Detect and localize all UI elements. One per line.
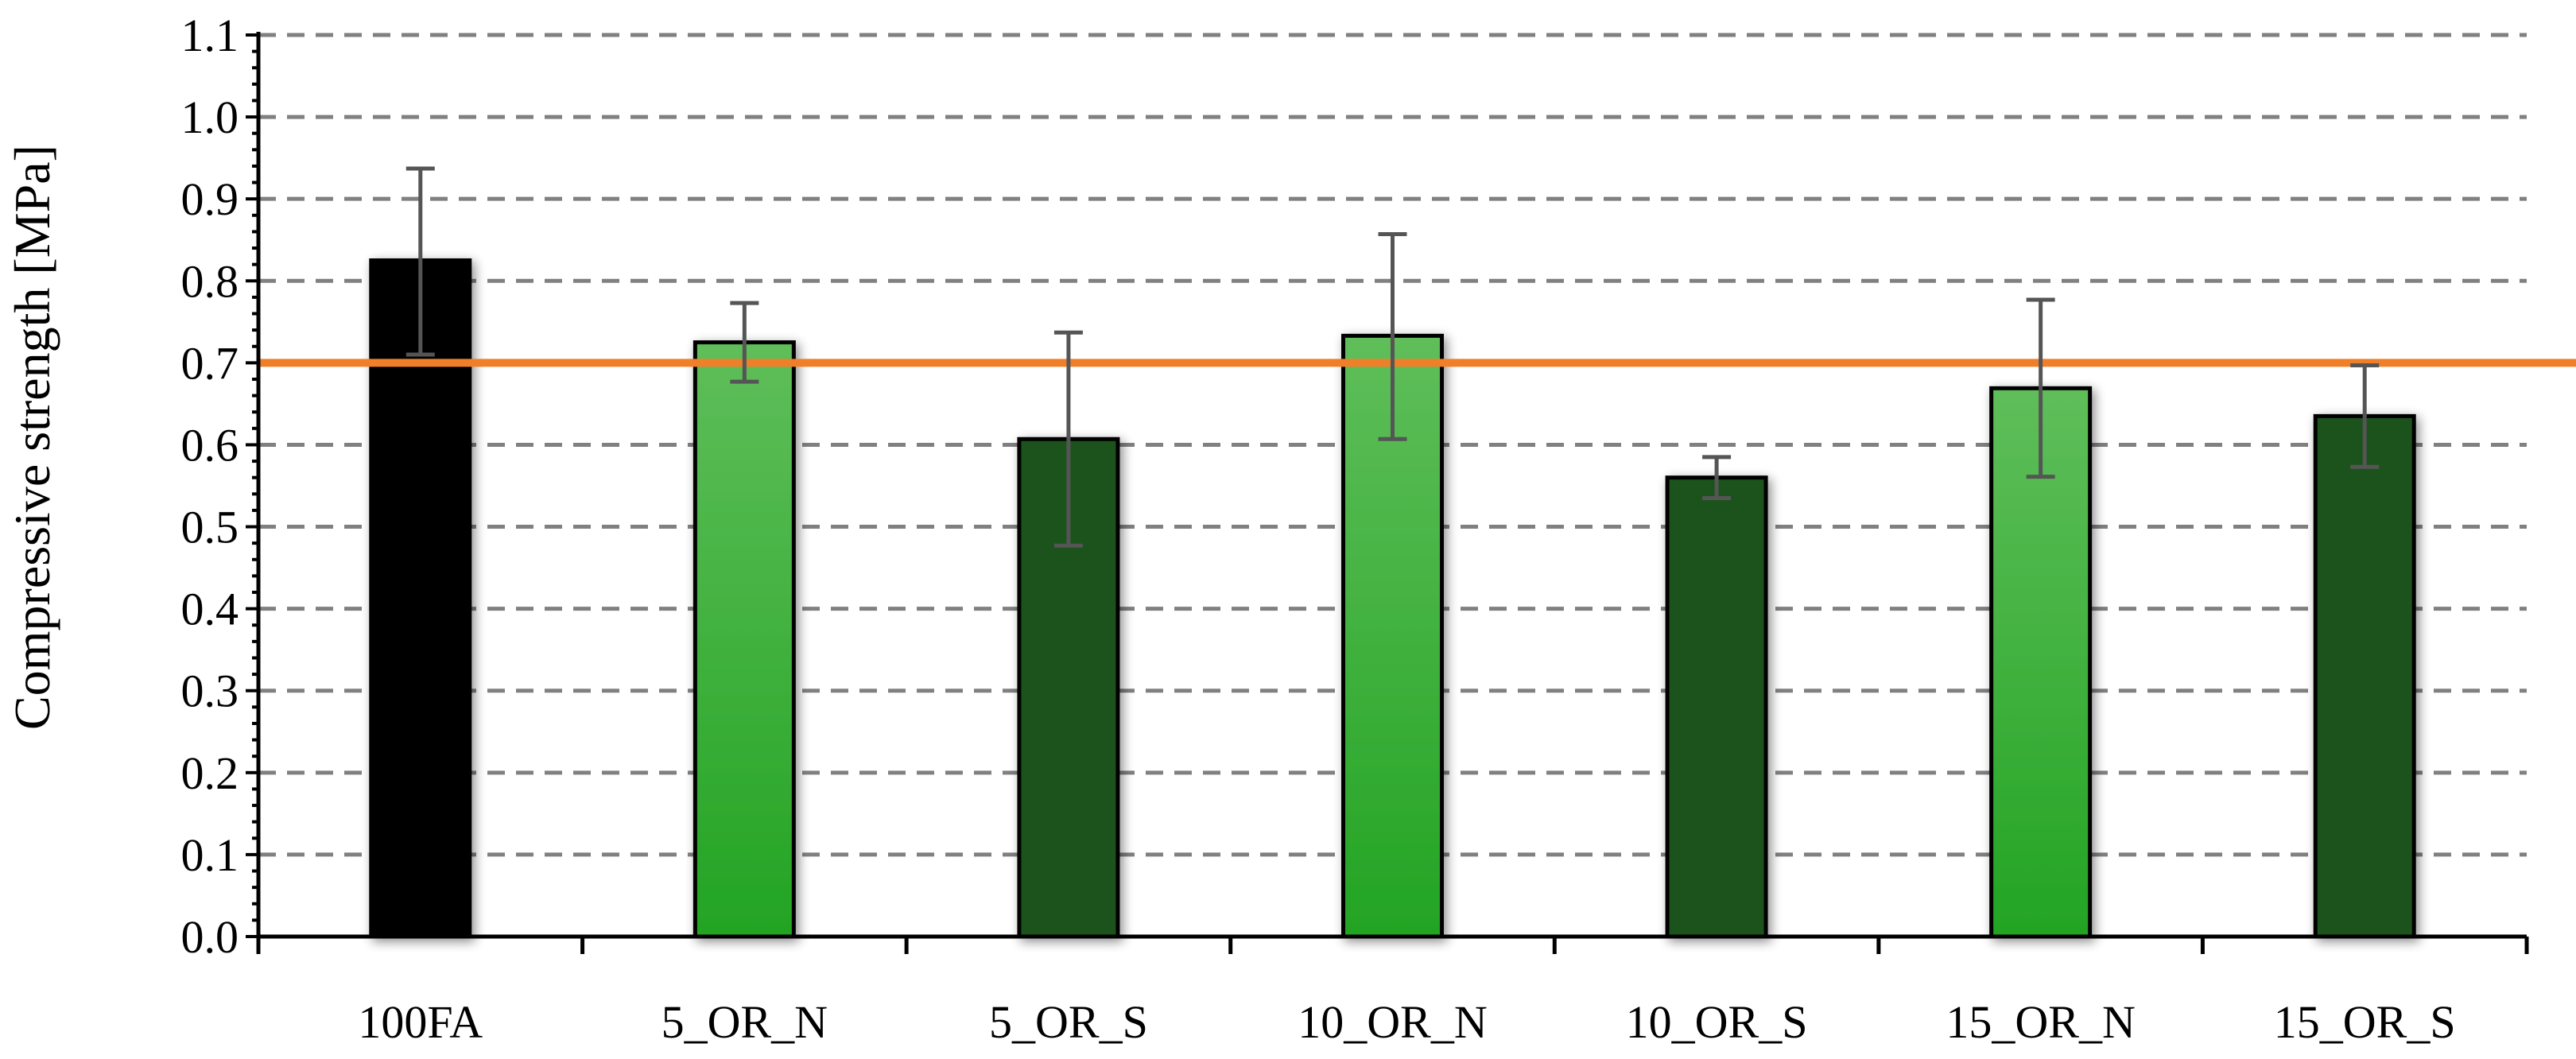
- x-category-label: 10_OR_S: [1626, 996, 1808, 1048]
- y-tick-label: 0.1: [181, 829, 239, 881]
- x-category-label: 5_OR_S: [989, 996, 1148, 1048]
- y-tick-label: 0.7: [181, 337, 239, 389]
- y-tick-label: 1.0: [181, 91, 239, 143]
- x-category-label: 10_OR_N: [1298, 996, 1487, 1048]
- axes: [246, 32, 2529, 954]
- y-tick-label: 0.5: [181, 502, 239, 553]
- bar: [692, 340, 796, 939]
- y-tick-label: 1.1: [181, 10, 239, 61]
- x-category-label: 15_OR_S: [2274, 996, 2456, 1048]
- bar: [2313, 413, 2416, 939]
- y-tick-label: 0.3: [181, 665, 239, 717]
- x-category-label: 15_OR_N: [1946, 996, 2135, 1048]
- y-tick-label: 0.6: [181, 419, 239, 471]
- error-bars: [405, 166, 2380, 548]
- bars: [369, 258, 2416, 939]
- bar: [1989, 386, 2093, 939]
- y-tick-label: 0.8: [181, 255, 239, 307]
- y-tick-label: 0.9: [181, 173, 239, 225]
- labels: 0.0 0.1 0.2 0.3 0.4 0.5 0.6 0.7 0.8 0.9 1.0 1.1 100F…: [181, 10, 2456, 1048]
- bar: [1665, 475, 1768, 939]
- y-tick-label: 0.2: [181, 747, 239, 799]
- x-category-label: 5_OR_N: [661, 996, 828, 1048]
- y-tick-label: 0.4: [181, 584, 239, 635]
- y-tick-label: 0.0: [181, 911, 239, 963]
- y-axis-title: Compressive strength [MPa]: [4, 145, 60, 730]
- x-category-label: 100FA: [358, 996, 483, 1048]
